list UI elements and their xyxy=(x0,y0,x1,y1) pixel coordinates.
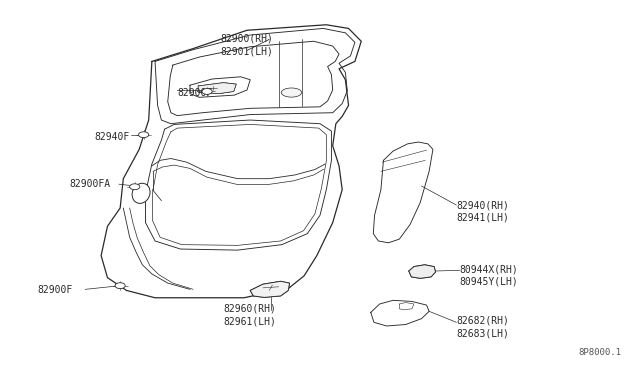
Circle shape xyxy=(202,89,212,94)
Text: 82940(RH)
82941(LH): 82940(RH) 82941(LH) xyxy=(456,201,509,223)
Text: 82900(RH)
82901(LH): 82900(RH) 82901(LH) xyxy=(221,34,273,56)
Polygon shape xyxy=(198,83,236,94)
Text: 82900F: 82900F xyxy=(38,285,73,295)
Ellipse shape xyxy=(282,88,301,97)
Ellipse shape xyxy=(132,183,150,203)
Text: 82960(RH)
82961(LH): 82960(RH) 82961(LH) xyxy=(224,304,276,326)
Text: 80944X(RH)
80945Y(LH): 80944X(RH) 80945Y(LH) xyxy=(460,264,518,287)
Circle shape xyxy=(138,132,148,138)
Text: 82682(RH)
82683(LH): 82682(RH) 82683(LH) xyxy=(456,316,509,338)
Text: 8P8000.1: 8P8000.1 xyxy=(579,349,621,357)
Polygon shape xyxy=(409,265,435,278)
Circle shape xyxy=(115,283,125,289)
Text: 82900FA: 82900FA xyxy=(69,179,111,189)
Text: 82900F: 82900F xyxy=(177,87,212,97)
Text: 82940F: 82940F xyxy=(95,132,130,141)
Polygon shape xyxy=(250,281,289,297)
Circle shape xyxy=(130,184,140,190)
